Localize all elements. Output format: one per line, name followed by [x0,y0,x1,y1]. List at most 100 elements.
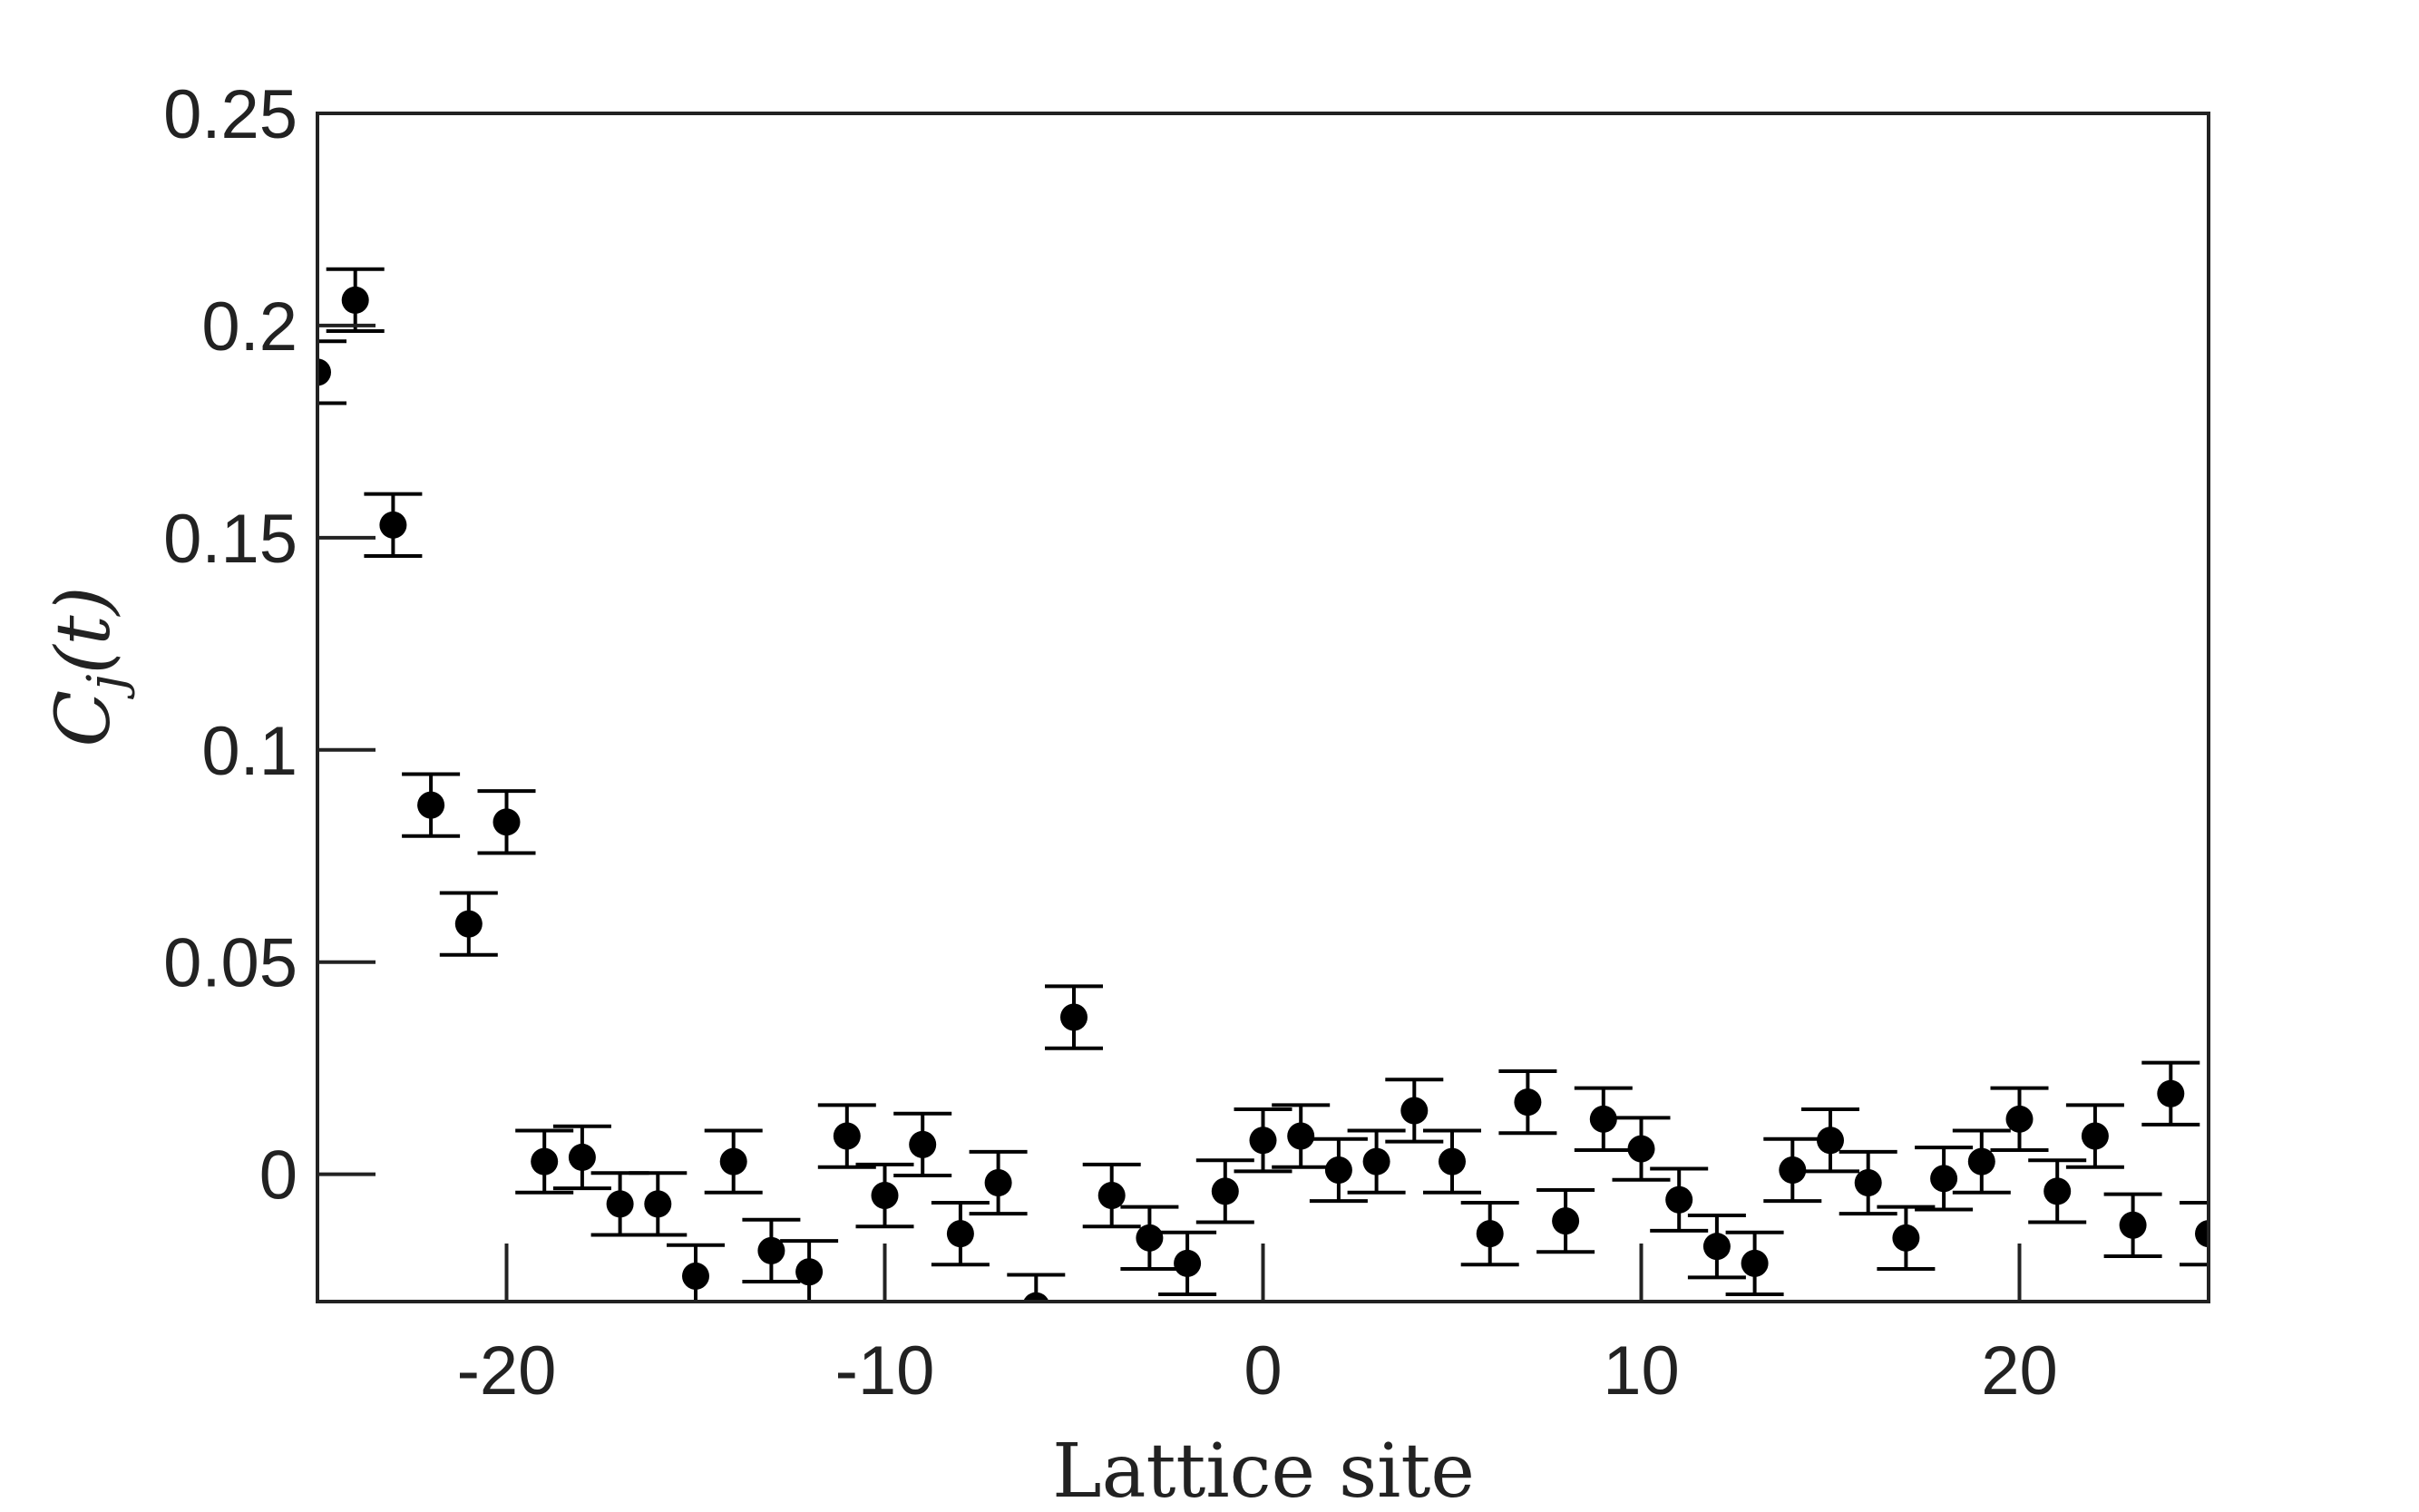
data-marker [317,358,331,386]
data-marker [2119,1211,2147,1239]
x-axis-title: Lattice site [1052,1429,1475,1512]
data-point [477,789,536,855]
data-point [439,891,498,957]
data-point [326,267,385,334]
data-point [1045,984,1103,1050]
data-marker [1287,1122,1315,1150]
data-marker [2157,1079,2185,1107]
data-point [1536,1187,1595,1254]
data-point [515,1128,574,1195]
data-marker [1136,1224,1164,1252]
data-point [1801,1107,1859,1174]
data-point [742,1217,801,1284]
data-marker [1817,1127,1844,1155]
data-marker [909,1130,937,1158]
data-point [1612,1116,1671,1182]
data-marker [341,286,369,314]
data-point [1082,1162,1141,1229]
data-marker [1702,1233,1731,1261]
data-point [2141,1060,2200,1127]
data-marker [606,1190,634,1218]
y-axis-title: Cj(t) [41,586,136,746]
data-marker [1211,1177,1239,1205]
data-point [590,1171,649,1237]
data-marker [682,1262,709,1290]
data-point [1915,1146,1974,1212]
data-point [969,1149,1028,1216]
data-marker [1476,1220,1504,1248]
data-point [552,1124,611,1191]
data-marker [568,1143,596,1171]
data-marker [1967,1147,1995,1175]
data-point [704,1128,763,1195]
data-marker [2081,1122,2109,1150]
x-tick-label: 20 [1981,1332,2058,1410]
data-marker [1665,1185,1693,1214]
x-tick-label: -10 [835,1332,935,1410]
data-point [1234,1107,1292,1174]
data-point [1272,1103,1331,1169]
data-point [1498,1068,1557,1136]
data-marker [1514,1088,1542,1117]
data-point [1839,1149,1897,1216]
y-tick-label: 0.15 [163,501,297,578]
data-marker [946,1220,974,1248]
data-marker [871,1182,899,1210]
x-tick-label: 0 [1244,1332,1282,1410]
y-tick-label: 0.1 [201,713,297,790]
y-tick-label: 0.2 [201,288,297,366]
data-marker [1627,1135,1655,1163]
data-marker [833,1122,861,1150]
data-marker [493,808,521,836]
data-point [1460,1200,1519,1267]
data-point [817,1103,876,1169]
data-point [2065,1103,2124,1169]
plot-points [317,267,2209,1302]
data-point [1195,1158,1254,1224]
data-point [780,1239,839,1302]
data-marker [1854,1169,1882,1196]
data-point [1574,1086,1633,1152]
data-marker [531,1147,559,1175]
data-point [1158,1230,1217,1297]
data-marker [1400,1097,1429,1125]
data-point [1120,1205,1179,1271]
data-point [1990,1086,2049,1152]
data-point [629,1171,688,1237]
data-point [1877,1205,1936,1271]
x-tick-label: 10 [1603,1332,1680,1410]
data-point [2180,1200,2209,1267]
data-marker [1060,1003,1088,1031]
data-point [893,1111,952,1178]
data-point [364,492,423,558]
data-point [2103,1192,2162,1258]
x-tick-label: -20 [457,1332,557,1410]
data-marker [795,1258,824,1286]
data-marker [757,1236,785,1264]
data-point [1952,1128,2011,1195]
data-marker [454,910,483,938]
data-marker [1174,1249,1202,1277]
data-marker [1362,1147,1390,1175]
data-marker [1589,1105,1617,1133]
data-marker [1741,1249,1769,1277]
data-point [1650,1166,1709,1233]
data-marker [984,1169,1012,1196]
data-point [1763,1136,1822,1204]
data-marker [2005,1105,2034,1133]
y-tick-label: 0 [259,1137,297,1214]
data-point [855,1162,914,1229]
data-point [402,772,461,838]
data-marker [1779,1156,1807,1184]
data-point [2028,1158,2087,1224]
data-marker [1249,1127,1277,1155]
data-point [1687,1214,1746,1280]
data-marker [1439,1147,1466,1175]
data-marker [1930,1165,1958,1193]
y-tick-label: 0.05 [163,925,297,1002]
data-point [931,1200,990,1267]
data-point [317,339,346,405]
data-marker [379,511,407,539]
data-point [1347,1128,1406,1195]
